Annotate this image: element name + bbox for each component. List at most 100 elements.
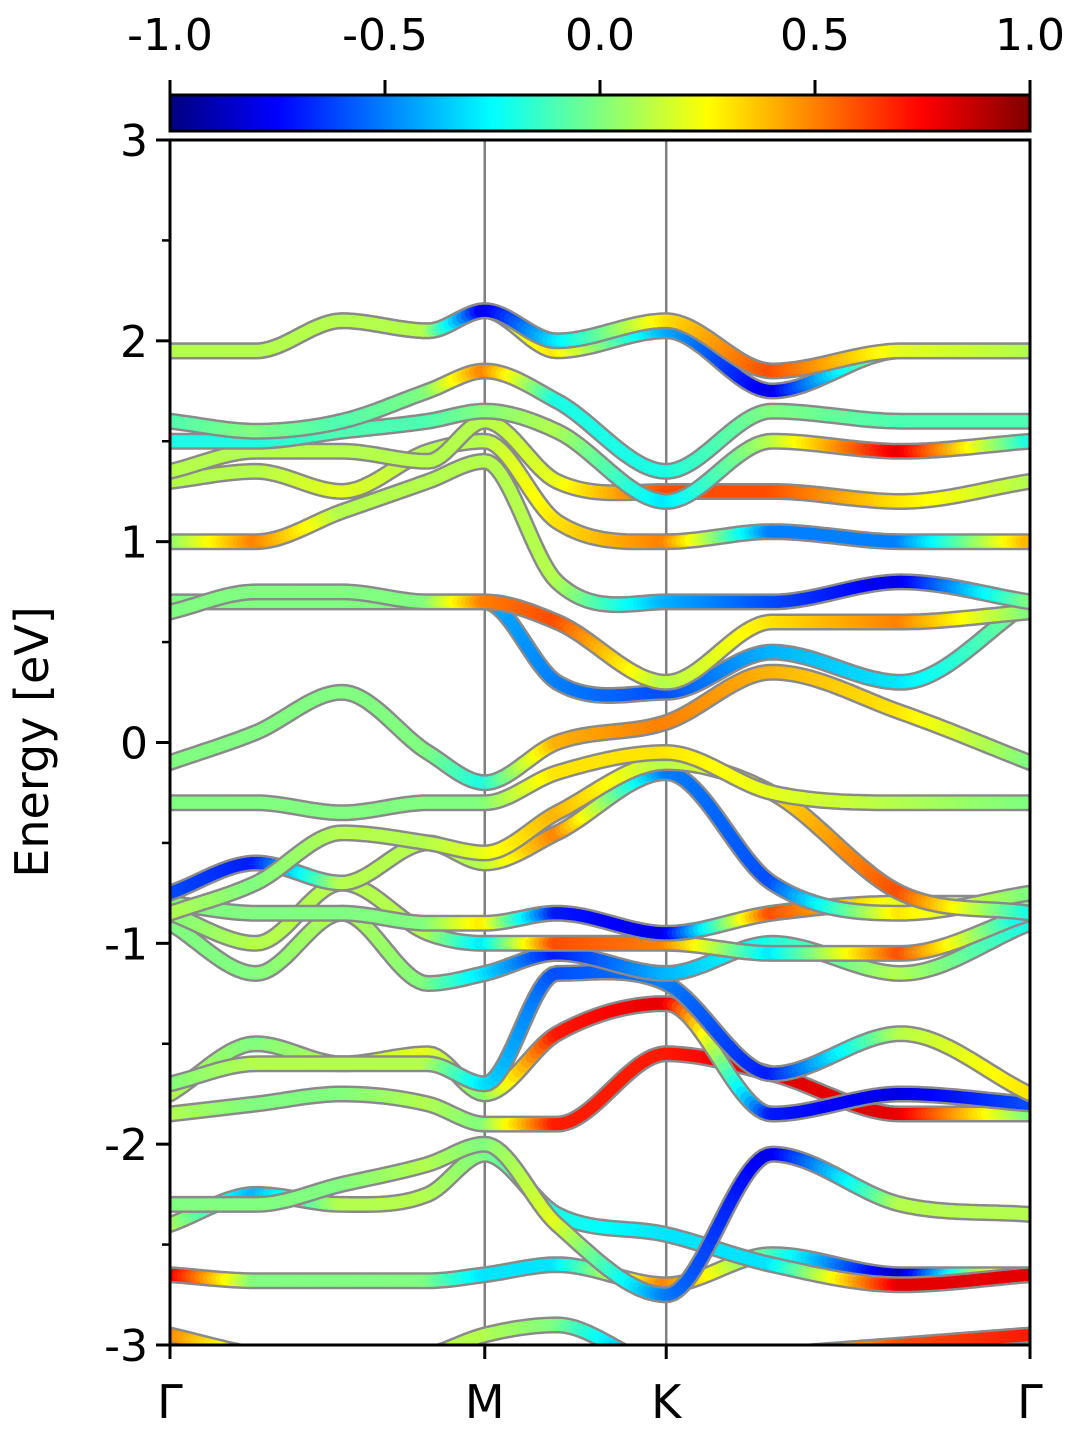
band-segment <box>415 1357 419 1358</box>
colorbar: -1.0 -0.5 0.0 0.5 1.0 <box>127 10 1065 133</box>
band-segment <box>211 1340 227 1345</box>
band-segment <box>440 1343 449 1345</box>
y-tick-label: 3 <box>120 116 148 167</box>
y-axis-label: Energy [eV] <box>5 606 59 877</box>
band-segment <box>299 1362 303 1363</box>
band-segment <box>751 1357 755 1358</box>
band-12 <box>170 743 1030 822</box>
band-segment <box>639 1359 643 1361</box>
band-segment <box>381 1363 385 1364</box>
band-segment <box>407 1359 411 1360</box>
band-segment <box>647 1362 651 1363</box>
colorbar-tick-label: -0.5 <box>342 10 428 61</box>
band-segment <box>398 1360 402 1361</box>
y-tick-label: -3 <box>104 1321 148 1372</box>
band-segment <box>612 1342 625 1345</box>
band-15 <box>170 583 1030 691</box>
band-segment <box>286 1360 290 1361</box>
band-segment <box>269 1357 273 1358</box>
band-9 <box>170 894 1030 942</box>
band-segment <box>720 1361 724 1362</box>
band-segment <box>618 1344 625 1345</box>
band-segment <box>755 1356 759 1357</box>
band-segment <box>738 1358 742 1359</box>
band-segment <box>746 1357 750 1358</box>
band-segment <box>419 1356 423 1357</box>
band-segment <box>729 1359 733 1360</box>
colorbar-tick-label: 0.0 <box>565 10 635 61</box>
band-16 <box>170 452 1030 614</box>
y-tick-label: -1 <box>104 919 148 970</box>
band-segment <box>252 1354 256 1355</box>
band-segment <box>216 1341 231 1345</box>
band-segment <box>703 1363 707 1364</box>
band-segment <box>260 1356 264 1357</box>
colorbar-ticks: -1.0 -0.5 0.0 0.5 1.0 <box>127 10 1065 95</box>
band-segment <box>295 1361 299 1362</box>
band-3 <box>170 1135 1030 1304</box>
band-segment <box>239 1352 243 1353</box>
band-segment <box>733 1359 737 1360</box>
band-segment <box>389 1362 393 1363</box>
band-segment <box>290 1361 294 1362</box>
band-segment <box>265 1357 269 1358</box>
band-segment <box>725 1360 729 1361</box>
band-4 <box>170 1045 1030 1133</box>
band-segment <box>385 1362 389 1363</box>
y-tick-label: -2 <box>104 1120 148 1171</box>
y-tick-label: 1 <box>120 518 148 569</box>
band-segment <box>424 1355 428 1356</box>
band-6 <box>170 963 1030 1103</box>
band-segment <box>282 1359 286 1360</box>
band-segment <box>441 1341 455 1345</box>
band-segment <box>243 1353 247 1354</box>
band-segment <box>742 1358 746 1359</box>
y-axis: -3 -2 -1 0 1 2 3 <box>104 116 170 1372</box>
band-segment <box>273 1358 277 1359</box>
band-segment <box>411 1358 415 1359</box>
band-17 <box>170 432 1030 551</box>
band-segment <box>226 1343 237 1345</box>
band-segment <box>634 1357 638 1359</box>
y-tick-label: 2 <box>120 317 148 368</box>
band-segment <box>656 1364 660 1365</box>
band-segment <box>221 1342 234 1345</box>
band-segment <box>432 1353 436 1354</box>
x-tick-label: K <box>651 1375 683 1429</box>
band-13 <box>170 663 1030 792</box>
band-segment <box>308 1363 312 1364</box>
colorbar-tick-label: 1.0 <box>995 10 1065 61</box>
band-0 <box>170 1316 1030 1365</box>
x-tick-label: M <box>465 1375 505 1429</box>
y-tick-label: 0 <box>120 719 148 770</box>
band-segment <box>232 1344 237 1345</box>
band-20 <box>170 362 1030 480</box>
band-segment <box>278 1359 282 1360</box>
plot-frame <box>168 138 1032 1347</box>
band-segment <box>712 1362 716 1363</box>
x-tick-label: Γ <box>157 1375 183 1429</box>
band-segment <box>402 1360 406 1361</box>
band-22 <box>170 302 1030 380</box>
plot-area: -3 -2 -1 0 1 2 3 Γ M K Γ <box>104 116 1043 1429</box>
band-segment <box>303 1363 307 1364</box>
bands <box>170 302 1030 1365</box>
band-segment <box>716 1361 720 1362</box>
band-segment <box>652 1363 656 1364</box>
band-segment <box>247 1353 251 1354</box>
x-tick-label: Γ <box>1017 1375 1043 1429</box>
band-segment <box>630 1355 634 1357</box>
colorbar-tick-label: 0.5 <box>780 10 850 61</box>
colorbar-gradient <box>168 93 1032 133</box>
band-segment <box>437 1351 441 1353</box>
band-segment <box>763 1355 767 1356</box>
band-segment <box>643 1360 647 1362</box>
band-11 <box>170 754 1030 922</box>
band-segment <box>256 1355 260 1356</box>
band-segment <box>428 1354 432 1355</box>
band-segment <box>626 1353 630 1355</box>
band-segment <box>394 1361 398 1362</box>
colorbar-tick-label: -1.0 <box>127 10 213 61</box>
